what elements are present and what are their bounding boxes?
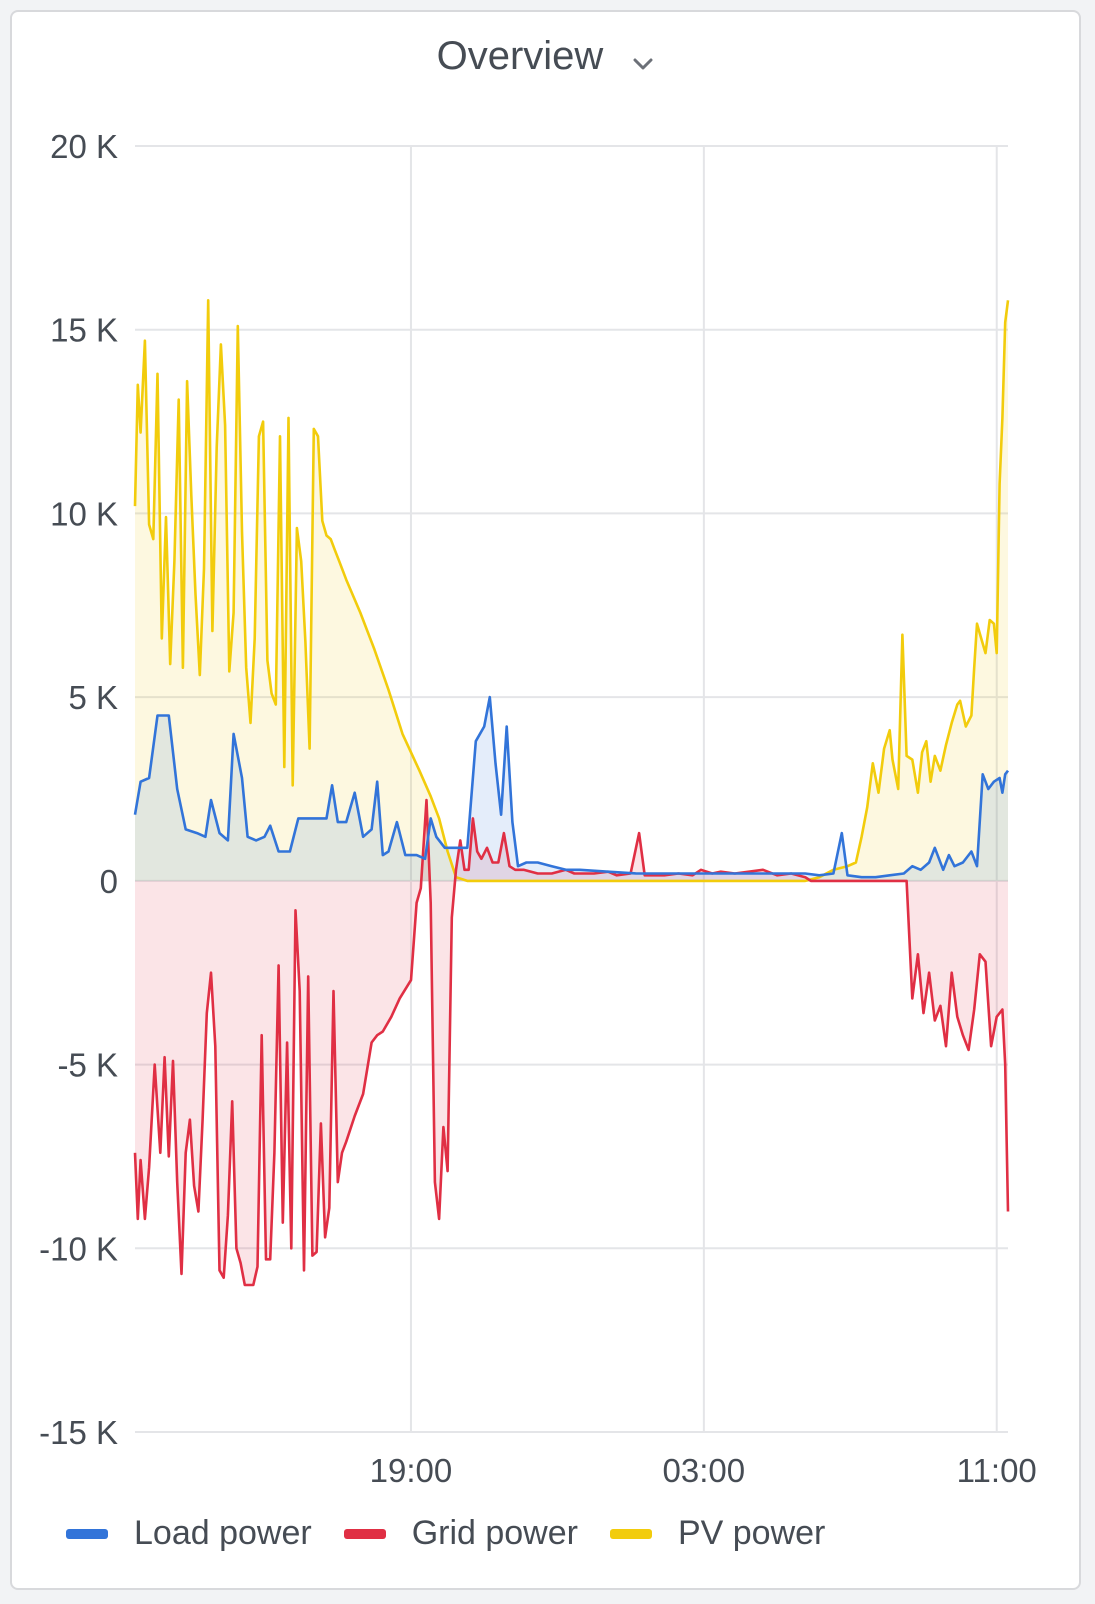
chevron-down-icon[interactable]: [632, 36, 654, 81]
panel-title: Overview: [436, 34, 604, 78]
legend-item-pv[interactable]: PV power: [609, 1514, 826, 1553]
x-tick-label: 11:00: [957, 1452, 1037, 1489]
y-tick-label: 5 K: [68, 679, 118, 716]
series-area-load: [135, 697, 1008, 881]
overview-panel: Overview Load power Grid power PV power: [10, 10, 1081, 1590]
y-tick-label: 15 K: [50, 312, 118, 349]
legend-label-load: Load power: [134, 1514, 312, 1552]
series-line-pv: [133, 299, 1010, 883]
legend-label-pv: PV power: [677, 1514, 826, 1552]
y-tick-label: -5 K: [57, 1047, 118, 1084]
legend-swatch-pv: [609, 1528, 652, 1539]
series-area-pv: [135, 300, 1008, 881]
y-tick-label: -10 K: [39, 1230, 118, 1267]
legend-item-load[interactable]: Load power: [66, 1514, 312, 1553]
panel-header[interactable]: Overview: [12, 34, 1079, 81]
legend: Load power Grid power PV power: [66, 1514, 857, 1553]
x-tick-label: 19:00: [370, 1452, 453, 1489]
y-tick-label: 0: [100, 863, 118, 900]
y-tick-label: -15 K: [39, 1414, 118, 1451]
series-line-grid: [133, 798, 1010, 1287]
y-tick-label: 20 K: [50, 128, 118, 165]
legend-label-grid: Grid power: [411, 1514, 578, 1552]
legend-swatch-load: [66, 1528, 108, 1539]
series-area-grid: [135, 800, 1008, 1285]
legend-item-grid[interactable]: Grid power: [343, 1514, 578, 1553]
legend-swatch-grid: [343, 1528, 386, 1539]
x-tick-label: 03:00: [663, 1452, 746, 1489]
series-line-load: [133, 695, 1010, 879]
y-tick-label: 10 K: [50, 495, 118, 532]
